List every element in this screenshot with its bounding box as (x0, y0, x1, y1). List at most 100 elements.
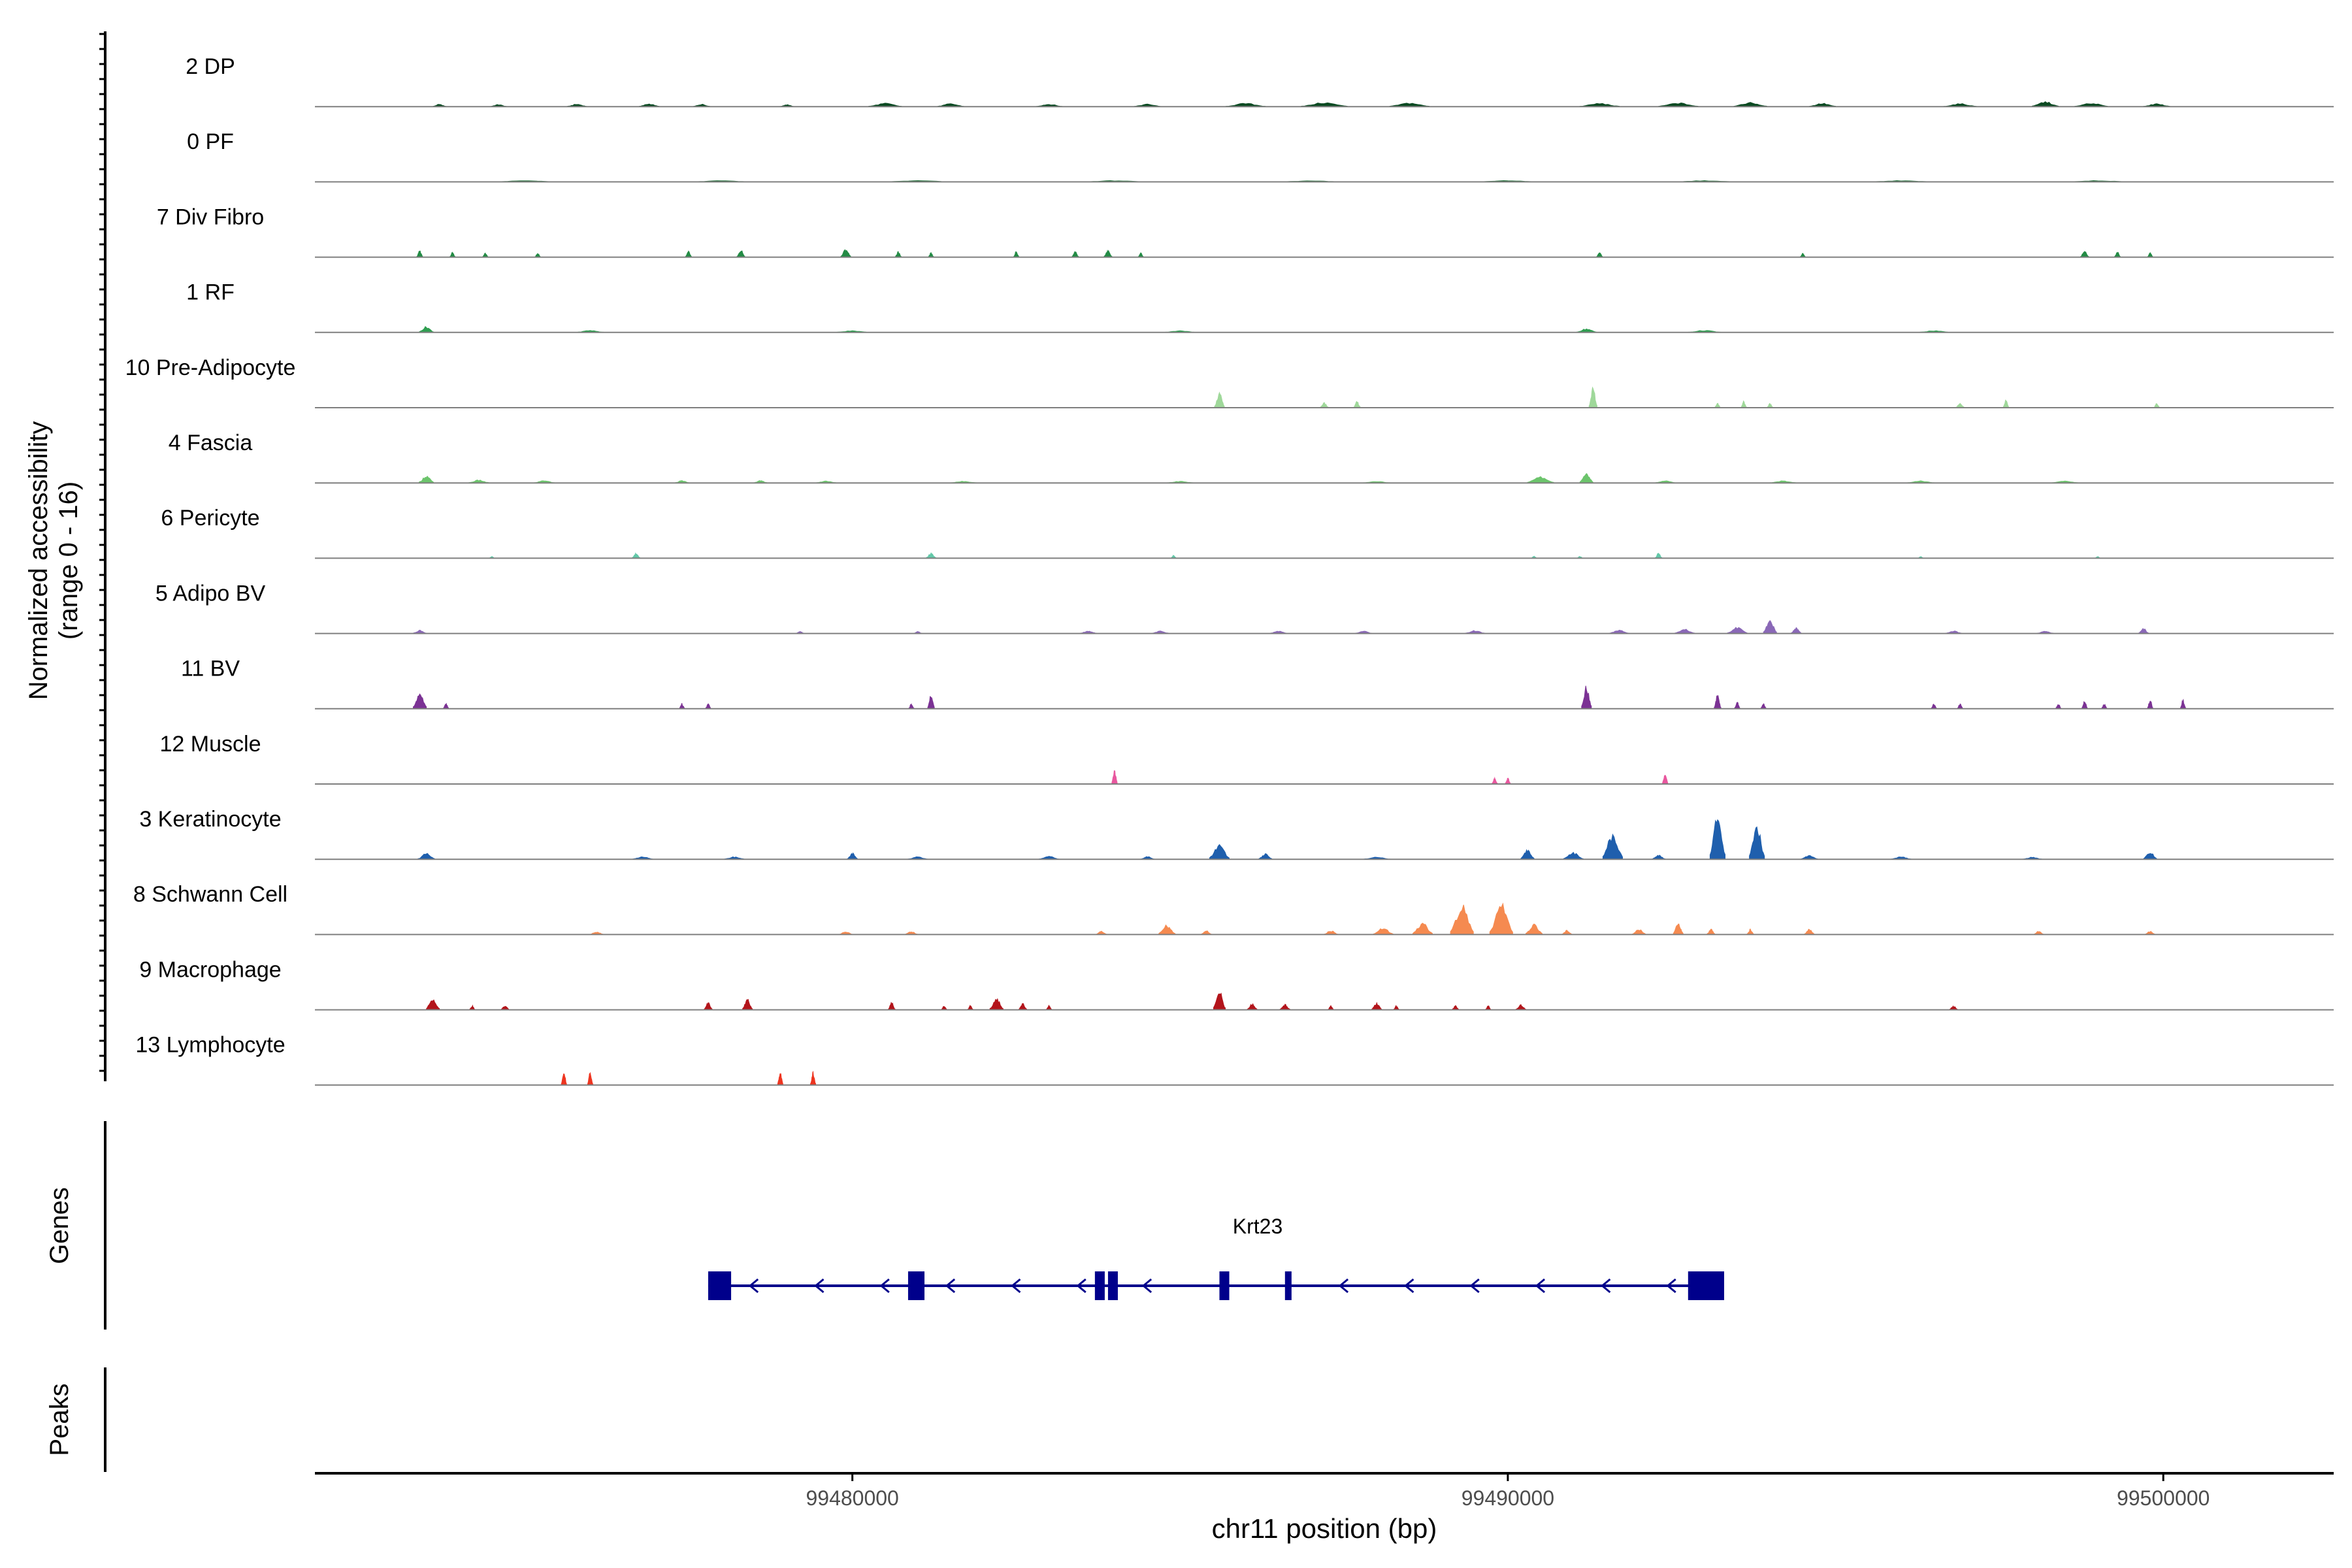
coverage-peak (443, 702, 449, 710)
strand-arrow-icon (945, 1278, 956, 1294)
strand-arrow-icon (1076, 1278, 1086, 1294)
coverage-peak (1489, 902, 1513, 935)
coverage-peak (534, 253, 541, 258)
coverage-peak (1520, 849, 1535, 860)
coverage-peak (1596, 252, 1603, 258)
genes-panel: Genes Krt23 (45, 1121, 1724, 1330)
gene-exon (1094, 1271, 1105, 1300)
coverage-peak (413, 693, 427, 710)
track-label: 5 Adipo BV (155, 581, 266, 606)
coverage-peak (1279, 1004, 1290, 1011)
coverage-peak (2032, 101, 2059, 107)
coverage-peak (1019, 1003, 1027, 1011)
genes-label: Genes (45, 1187, 74, 1264)
coverage-peak (2055, 704, 2062, 710)
track-label: 2 DP (186, 54, 235, 79)
gene-exon (708, 1271, 732, 1300)
x-axis-tick-label: 99500000 (2117, 1486, 2210, 1510)
y-axis (99, 31, 106, 1081)
strand-arrow-icon (1601, 1278, 1611, 1294)
coverage-peak (1791, 627, 1802, 634)
coverage-peak (1579, 473, 1593, 483)
strand-arrow-icon (1666, 1278, 1676, 1294)
coverage-peak (1320, 402, 1329, 408)
coverage-peak (2138, 628, 2149, 634)
coverage-peak (1515, 1004, 1526, 1011)
track-3-keratinocyte: 3 Keratinocyte (139, 807, 2334, 860)
coverage-peak (1373, 928, 1394, 935)
y-axis-label-line1: Normalized accessibility (24, 421, 53, 700)
coverage-peak (2180, 698, 2186, 710)
track-label: 4 Fascia (169, 431, 253, 455)
coverage-peak (1662, 774, 1669, 785)
coverage-peak (1804, 928, 1815, 935)
coverage-peak (1452, 1005, 1460, 1011)
coverage-peak (894, 251, 902, 258)
track-label: 7 Div Fibro (157, 204, 264, 229)
strand-arrow-icon (879, 1278, 890, 1294)
coverage-peak (426, 999, 440, 1011)
coverage-tracks: 2 DP 0 PF 7 Div Fibro 1 RF 10 Pre-Adipocyte 4… (125, 54, 2334, 1086)
coverage-peak (2143, 853, 2157, 860)
coverage-peak (1714, 402, 1721, 408)
track-label: 3 Keratinocyte (139, 807, 281, 832)
track-label: 13 Lymphocyte (135, 1033, 285, 1058)
coverage-peak (2101, 704, 2108, 710)
coverage-peak (1763, 619, 1777, 634)
coverage-peak (1767, 402, 1773, 408)
gene-exon (1284, 1271, 1292, 1300)
coverage-peak (1258, 853, 1273, 860)
coverage-peak (927, 696, 935, 710)
coverage-peak (1602, 833, 1623, 860)
track-11-bv: 11 BV (181, 657, 2334, 710)
coverage-peak (500, 1005, 510, 1011)
coverage-peak (1247, 1003, 1258, 1011)
y-axis-title: Normalized accessibility (range 0 - 16) (24, 421, 83, 700)
coverage-peak (2080, 250, 2089, 258)
coverage-peak (449, 252, 456, 258)
track-5-adipo-bv: 5 Adipo BV (155, 581, 2334, 634)
coverage-peak (1734, 702, 1740, 710)
track-13-lymphocyte: 13 Lymphocyte (135, 1033, 2334, 1086)
track-8-schwann-cell: 8 Schwann Cell (133, 882, 2334, 936)
coverage-peak (1013, 251, 1019, 258)
coverage-peak (2147, 700, 2153, 710)
coverage-peak (1301, 102, 1348, 107)
coverage-peak (928, 252, 934, 258)
coverage-peak (1527, 476, 1554, 483)
coverage-peak (888, 1002, 896, 1011)
gene-exon (1688, 1271, 1724, 1300)
coverage-peak (1158, 924, 1176, 935)
x-axis-title: chr11 position (bp) (1212, 1513, 1437, 1544)
peaks-label: Peaks (45, 1383, 74, 1456)
coverage-peak (679, 702, 685, 710)
y-axis-label-line2: (range 0 - 16) (54, 482, 83, 640)
coverage-peak (1526, 923, 1543, 935)
track-10-pre-adipocyte: 10 Pre-Adipocyte (125, 355, 2334, 408)
coverage-peak (736, 250, 745, 258)
coverage-peak (1561, 930, 1573, 935)
coverage-peak (1214, 391, 1225, 408)
coverage-peak (908, 703, 915, 710)
coverage-peak (1137, 252, 1144, 258)
track-label: 11 BV (181, 657, 240, 681)
x-axis: 99480000 99490000 99500000 (315, 1472, 2334, 1510)
coverage-peak (587, 1071, 593, 1086)
track-label: 12 Muscle (160, 732, 261, 757)
strand-arrow-icon (1404, 1278, 1414, 1294)
coverage-peak (926, 552, 937, 559)
coverage-peak (847, 852, 858, 860)
track-label: 9 Macrophage (139, 957, 281, 982)
track-2-dp: 2 DP (186, 54, 2334, 108)
track-7-div-fibro: 7 Div Fibro (157, 204, 2334, 258)
track-label: 6 Pericyte (161, 506, 259, 531)
coverage-peak (1707, 928, 1716, 935)
track-12-muscle: 12 Muscle (160, 732, 2334, 785)
coverage-peak (1492, 776, 1498, 785)
gene-model (708, 1271, 1724, 1300)
coverage-peak (1450, 904, 1474, 935)
coverage-peak (1709, 819, 1725, 860)
coverage-peak (1111, 770, 1118, 785)
coverage-peak (1588, 386, 1597, 408)
